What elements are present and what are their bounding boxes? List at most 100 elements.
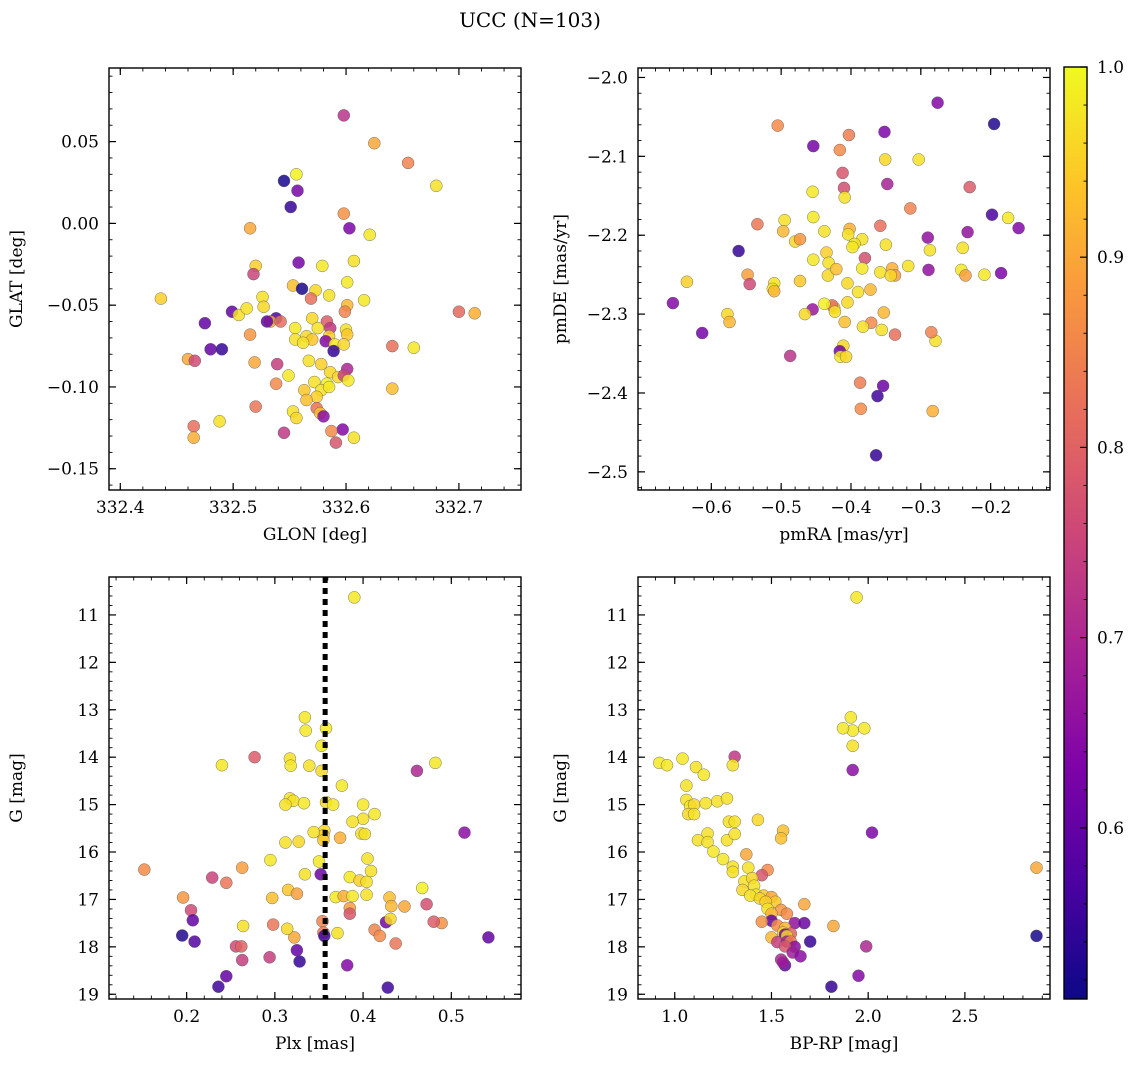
y-tick-label: 12 — [77, 653, 99, 673]
data-point — [307, 825, 320, 839]
data-point — [922, 263, 935, 277]
data-point — [452, 305, 466, 318]
data-point — [841, 277, 854, 290]
data-point — [317, 410, 330, 423]
data-point — [341, 276, 354, 289]
data-point — [281, 922, 294, 935]
data-point — [384, 912, 397, 926]
y-tick-label: 17 — [606, 890, 628, 910]
data-point — [257, 300, 270, 313]
data-point — [205, 871, 219, 884]
y-tick-label: 13 — [77, 701, 99, 721]
data-point — [289, 321, 302, 335]
data-point — [279, 836, 292, 849]
x-tick-label: −0.6 — [691, 498, 732, 518]
x-tick-label: 0.4 — [350, 1007, 377, 1027]
data-point — [818, 297, 831, 310]
colorbar-tick-label: 0.7 — [1097, 629, 1124, 649]
x-tick-label: 0.2 — [173, 1007, 200, 1027]
data-point — [777, 225, 790, 238]
data-point — [827, 919, 840, 933]
data-point — [818, 225, 831, 238]
data-point — [740, 848, 753, 861]
colorbar-tick-label: 0.9 — [1097, 248, 1124, 268]
data-point — [793, 274, 807, 288]
data-point — [793, 232, 807, 246]
data-point — [743, 277, 756, 291]
y-tick-label: 14 — [77, 748, 99, 768]
y-tick-label: 18 — [606, 938, 628, 958]
y-tick-label: 0.00 — [61, 214, 99, 234]
data-point — [804, 935, 817, 948]
data-point — [780, 907, 794, 920]
data-point — [699, 797, 712, 810]
data-point — [726, 865, 739, 879]
data-point — [292, 835, 305, 848]
data-point — [776, 956, 790, 969]
data-point — [290, 887, 304, 900]
data-point — [357, 294, 371, 307]
x-tick-label: 2.5 — [951, 1007, 978, 1027]
data-point — [858, 251, 872, 265]
data-point — [875, 323, 888, 337]
data-point — [825, 980, 838, 993]
data-point — [386, 339, 399, 353]
data-point — [874, 266, 887, 279]
data-point — [264, 853, 277, 867]
data-point — [277, 174, 291, 188]
data-point — [956, 241, 969, 255]
data-point — [363, 228, 376, 242]
data-point — [806, 185, 819, 199]
data-point — [828, 305, 842, 318]
data-point — [416, 881, 429, 895]
x-tick-label: 332.4 — [96, 498, 145, 518]
data-point — [878, 125, 891, 139]
data-point — [798, 916, 811, 930]
data-point — [846, 739, 859, 752]
data-point — [778, 213, 791, 227]
data-point — [235, 940, 248, 953]
data-point — [315, 357, 328, 371]
panel-glon-glat: 332.4 332.5 332.6 332.7 −0.15 −0.10 −0.05 0.00 0… — [7, 67, 522, 545]
data-point — [266, 918, 280, 931]
data-point — [154, 292, 168, 305]
data-point — [302, 354, 315, 367]
data-point — [864, 283, 877, 296]
y-tick-label: −0.10 — [47, 378, 99, 398]
data-point — [138, 863, 151, 876]
data-point — [680, 275, 694, 288]
y-tick-label: 14 — [606, 748, 628, 768]
data-point — [361, 852, 374, 865]
data-point — [368, 807, 381, 821]
data-point — [348, 591, 361, 604]
data-point — [732, 244, 745, 258]
data-point — [1012, 221, 1025, 235]
data-point — [212, 980, 225, 993]
data-point — [755, 915, 768, 928]
data-point — [269, 377, 283, 390]
data-point — [274, 315, 287, 328]
data-point — [716, 852, 730, 866]
data-point — [360, 875, 373, 889]
data-point — [838, 191, 851, 204]
data-point — [316, 259, 329, 273]
data-point — [282, 369, 295, 382]
data-point — [701, 835, 714, 849]
data-point — [295, 282, 309, 295]
data-point — [851, 285, 865, 299]
data-point — [856, 262, 869, 275]
data-point — [921, 231, 934, 244]
data-point — [248, 751, 261, 764]
data-point — [807, 253, 820, 266]
data-point — [798, 898, 811, 911]
x-tick-label: 332.6 — [322, 498, 371, 518]
data-point — [240, 302, 253, 315]
x-tick-label: −0.5 — [761, 498, 802, 518]
data-point — [680, 779, 693, 792]
data-point — [836, 722, 850, 735]
data-point — [931, 96, 944, 109]
y-tick-label: −2.2 — [587, 226, 628, 246]
y-tick-label: −2.4 — [587, 384, 628, 404]
y-tick-label: −2.1 — [587, 147, 628, 167]
data-point — [458, 826, 471, 839]
